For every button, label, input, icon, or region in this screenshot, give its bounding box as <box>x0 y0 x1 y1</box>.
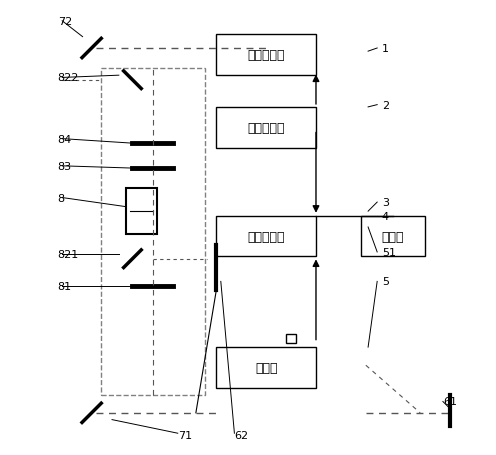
FancyBboxPatch shape <box>216 347 316 388</box>
Text: 8: 8 <box>58 193 65 203</box>
Text: 激光发射器: 激光发射器 <box>248 49 285 62</box>
Text: 光声池: 光声池 <box>255 361 277 374</box>
Text: 5: 5 <box>382 277 389 287</box>
FancyBboxPatch shape <box>216 35 316 76</box>
Text: 4: 4 <box>382 211 389 221</box>
Text: 3: 3 <box>382 197 389 207</box>
Text: 72: 72 <box>58 17 72 27</box>
Text: 821: 821 <box>58 250 79 260</box>
Text: 计算机: 计算机 <box>382 230 404 243</box>
Text: 锁相放大器: 锁相放大器 <box>248 230 285 243</box>
FancyBboxPatch shape <box>361 216 425 257</box>
Text: 61: 61 <box>443 397 457 407</box>
Text: 51: 51 <box>382 248 396 258</box>
Text: 62: 62 <box>235 430 248 440</box>
Text: 71: 71 <box>178 430 192 440</box>
FancyBboxPatch shape <box>216 108 316 148</box>
Text: 81: 81 <box>58 281 72 291</box>
Text: 83: 83 <box>58 162 72 172</box>
Text: 信号发生器: 信号发生器 <box>248 121 285 135</box>
FancyBboxPatch shape <box>286 335 297 343</box>
Text: 1: 1 <box>382 44 389 54</box>
Text: 822: 822 <box>58 73 79 83</box>
FancyBboxPatch shape <box>125 189 157 234</box>
FancyBboxPatch shape <box>216 216 316 257</box>
Text: 84: 84 <box>58 134 72 144</box>
Text: 2: 2 <box>382 101 389 111</box>
